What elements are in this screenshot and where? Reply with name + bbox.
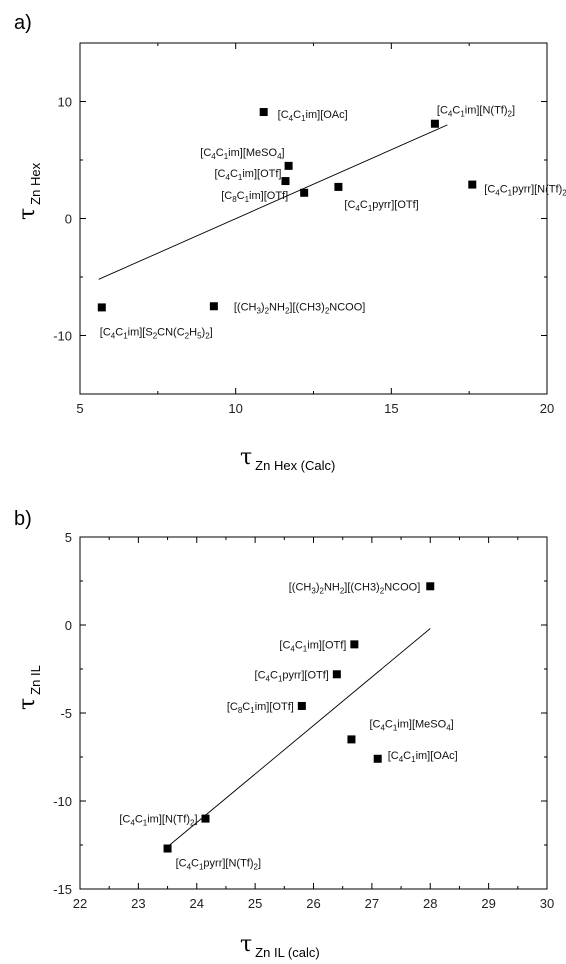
data-label: [C4C1im][S2CN(C2H5)2] bbox=[100, 326, 213, 340]
y-tick-label: 5 bbox=[65, 530, 72, 545]
x-tick-label: 5 bbox=[76, 401, 83, 416]
x-tick-label: 15 bbox=[384, 401, 398, 416]
data-point bbox=[430, 119, 439, 128]
y-tick-label: -10 bbox=[53, 329, 72, 344]
data-point bbox=[163, 844, 172, 853]
data-point bbox=[347, 735, 356, 744]
data-label: [C4C1im][MeSO4] bbox=[200, 147, 284, 161]
data-label: [C4C1im][OTf] bbox=[215, 168, 282, 182]
x-tick-label: 24 bbox=[190, 896, 204, 911]
data-point bbox=[284, 161, 293, 170]
data-point bbox=[97, 303, 106, 312]
y-tick-label: 0 bbox=[65, 618, 72, 633]
x-axis-title: τ Zn Hex (Calc) bbox=[240, 445, 335, 473]
data-label: [(CH3)2NH2][(CH3)2NCOO] bbox=[234, 301, 366, 315]
data-label: [C4C1pyrr][N(Tf)2] bbox=[176, 858, 261, 872]
x-tick-label: 27 bbox=[365, 896, 379, 911]
x-tick-label: 30 bbox=[540, 896, 554, 911]
x-tick-label: 29 bbox=[481, 896, 495, 911]
data-point bbox=[300, 188, 309, 197]
x-tick-label: 22 bbox=[73, 896, 87, 911]
y-tick-label: -15 bbox=[53, 882, 72, 897]
y-tick-label: -5 bbox=[60, 706, 72, 721]
data-label: [C4C1pyrr][OTf] bbox=[344, 199, 418, 213]
data-label: [C4C1im][OAc] bbox=[278, 109, 348, 123]
x-tick-label: 28 bbox=[423, 896, 437, 911]
y-tick-label: -10 bbox=[53, 794, 72, 809]
data-point bbox=[209, 302, 218, 311]
x-tick-label: 26 bbox=[306, 896, 320, 911]
fit-line bbox=[98, 124, 448, 280]
data-point bbox=[297, 701, 306, 710]
data-point bbox=[350, 640, 359, 649]
data-label: [C4C1im][MeSO4] bbox=[369, 718, 453, 732]
chart-panel-a: a) 5 10 15 20 -10 0 10 τ Zn Hex (Calc) τZn Hex [C4C… bbox=[14, 12, 566, 473]
data-label: [C4C1pyrr][N(Tf)2] bbox=[484, 184, 566, 198]
data-point bbox=[426, 582, 435, 591]
x-axis-title: τ Zn IL (calc) bbox=[240, 932, 320, 960]
fit-line bbox=[167, 628, 431, 848]
x-tick-label: 23 bbox=[131, 896, 145, 911]
data-point bbox=[201, 814, 210, 823]
data-point bbox=[259, 108, 268, 117]
chart-panel-b: b) 22 23 24 25 26 27 28 29 30 -15 -10 -5 0 5 τ Zn IL (ca… bbox=[14, 508, 554, 960]
plot-frame bbox=[79, 42, 548, 395]
data-point bbox=[468, 180, 477, 189]
data-label: [(CH3)2NH2][(CH3)2NCOO] bbox=[289, 581, 421, 595]
data-point bbox=[281, 177, 290, 186]
data-point bbox=[373, 754, 382, 763]
panel-label: a) bbox=[14, 12, 32, 34]
panel-label: b) bbox=[14, 508, 32, 530]
data-label: [C4C1im][N(Tf)2] bbox=[437, 105, 515, 119]
y-axis-title: τZn Hex bbox=[15, 162, 43, 220]
data-label: [C4C1im][N(Tf)2] bbox=[119, 814, 197, 828]
data-label: [C8C1im][OTf] bbox=[221, 190, 288, 204]
x-tick-label: 25 bbox=[248, 896, 262, 911]
data-label: [C4C1im][OTf] bbox=[279, 639, 346, 653]
data-label: [C8C1im][OTf] bbox=[227, 701, 294, 715]
y-tick-label: 10 bbox=[58, 95, 72, 110]
y-axis-title: τZn IL bbox=[15, 665, 43, 710]
x-tick-label: 10 bbox=[228, 401, 242, 416]
x-tick-label: 20 bbox=[540, 401, 554, 416]
data-point bbox=[334, 182, 343, 191]
y-tick-label: 0 bbox=[65, 212, 72, 227]
data-point bbox=[332, 670, 341, 679]
data-label: [C4C1im][OAc] bbox=[388, 750, 458, 764]
data-label: [C4C1pyrr][OTf] bbox=[255, 669, 329, 683]
